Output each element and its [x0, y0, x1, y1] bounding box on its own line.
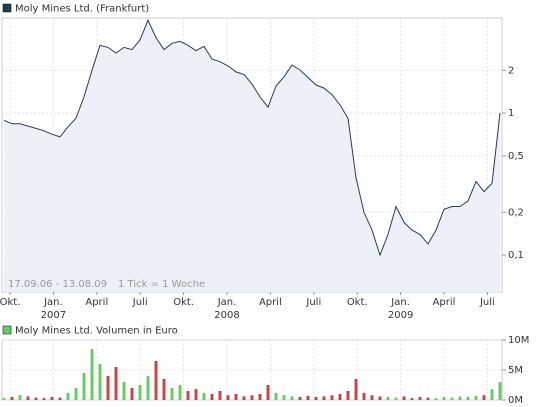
volume-bar — [34, 397, 38, 400]
volume-bar — [426, 397, 430, 400]
volume-bar — [226, 395, 230, 400]
volume-bar — [386, 397, 390, 400]
x-tick-label: Juli — [132, 297, 148, 308]
volume-bar — [186, 391, 190, 400]
y-tick-label: 2 — [508, 65, 514, 76]
volume-bar — [146, 376, 150, 400]
volume-bar — [114, 367, 118, 400]
volume-bar — [210, 394, 214, 400]
volume-bar — [394, 397, 398, 400]
volume-bar — [418, 397, 422, 400]
volume-bar — [362, 392, 366, 400]
annotation: 1 Tick = 1 Woche — [118, 279, 205, 290]
volume-bar — [242, 396, 246, 400]
volume-bar — [74, 388, 78, 400]
x-tick-label: Juli — [479, 297, 495, 308]
volume-bar — [98, 364, 102, 400]
volume-bar — [258, 394, 262, 400]
volume-bar — [298, 397, 302, 400]
legend-swatch — [2, 325, 12, 335]
volume-bar — [346, 391, 350, 400]
volume-bar — [170, 388, 174, 400]
volume-bar — [338, 394, 342, 400]
volume-bar — [450, 397, 454, 400]
volume-bar — [218, 391, 222, 400]
x-tick-label: Jan. — [390, 297, 410, 308]
y-tick-label: 1 — [508, 108, 514, 119]
volume-bar — [354, 379, 358, 400]
x-tick-label: April — [85, 297, 108, 308]
chart-title: Moly Mines Ltd. (Frankfurt) — [15, 4, 149, 15]
volume-bar — [290, 396, 294, 400]
year-label: 2009 — [388, 310, 413, 321]
volume-bar — [10, 397, 14, 400]
x-tick-label: Jan. — [217, 297, 237, 308]
volume-bar — [90, 349, 94, 400]
legend-swatch — [2, 3, 12, 13]
x-tick-label: April — [259, 297, 282, 308]
volume-bar — [306, 395, 310, 400]
y-tick-label: 0,5 — [508, 151, 524, 162]
volume-bar — [50, 397, 54, 400]
volume-bar — [442, 397, 446, 400]
volume-bar — [498, 382, 502, 400]
volume-bar — [82, 373, 86, 400]
y-tick-label: 5M — [508, 365, 523, 376]
volume-bar — [194, 389, 198, 400]
volume-bar — [42, 398, 46, 400]
volume-bar — [58, 397, 62, 400]
area-fill — [4, 20, 500, 293]
volume-bar — [138, 385, 142, 400]
y-tick-label: 0,1 — [508, 250, 524, 261]
volume-bar — [466, 397, 470, 400]
x-tick-label: Okt. — [173, 297, 194, 308]
x-tick-label: Okt. — [0, 297, 20, 308]
volume-bar — [162, 379, 166, 400]
volume-bar — [274, 392, 278, 400]
x-tick-label: Okt. — [347, 297, 368, 308]
volume-bar — [314, 397, 318, 400]
volume-bar — [378, 396, 382, 400]
x-tick-label: Jan. — [43, 297, 63, 308]
volume-bar — [458, 396, 462, 400]
volume-bar — [26, 396, 30, 400]
year-label: 2008 — [214, 310, 239, 321]
volume-bar — [402, 396, 406, 400]
volume-bar — [178, 385, 182, 400]
volume-bar — [18, 395, 22, 400]
volume-bar — [410, 398, 414, 400]
x-tick-label: April — [433, 297, 456, 308]
volume-bar — [370, 395, 374, 400]
volume-bar — [122, 382, 126, 400]
volume-bar — [322, 396, 326, 400]
volume-bar — [250, 395, 254, 400]
year-label: 2007 — [41, 310, 66, 321]
volume-bar — [266, 385, 270, 400]
volume-bar — [490, 389, 494, 400]
volume-bar — [234, 394, 238, 400]
y-tick-label: 0M — [508, 395, 523, 406]
price-line — [3, 19, 501, 257]
chart-title: Moly Mines Ltd. Volumen in Euro — [15, 326, 178, 337]
volume-bar — [202, 392, 206, 400]
volume-bar — [434, 398, 438, 400]
volume-bar — [106, 376, 110, 400]
volume-bar — [66, 392, 70, 400]
y-tick-label: 10M — [508, 335, 529, 346]
volume-bar — [130, 388, 134, 400]
volume-bar — [2, 398, 6, 400]
volume-bar — [482, 395, 486, 400]
volume-bar — [474, 395, 478, 400]
y-tick-label: 0,2 — [508, 207, 524, 218]
volume-bar — [282, 395, 286, 400]
annotation: 17.09.06 - 13.08.09 — [8, 279, 107, 290]
x-tick-label: Juli — [305, 297, 321, 308]
volume-bar — [330, 395, 334, 400]
volume-bar — [154, 361, 158, 400]
